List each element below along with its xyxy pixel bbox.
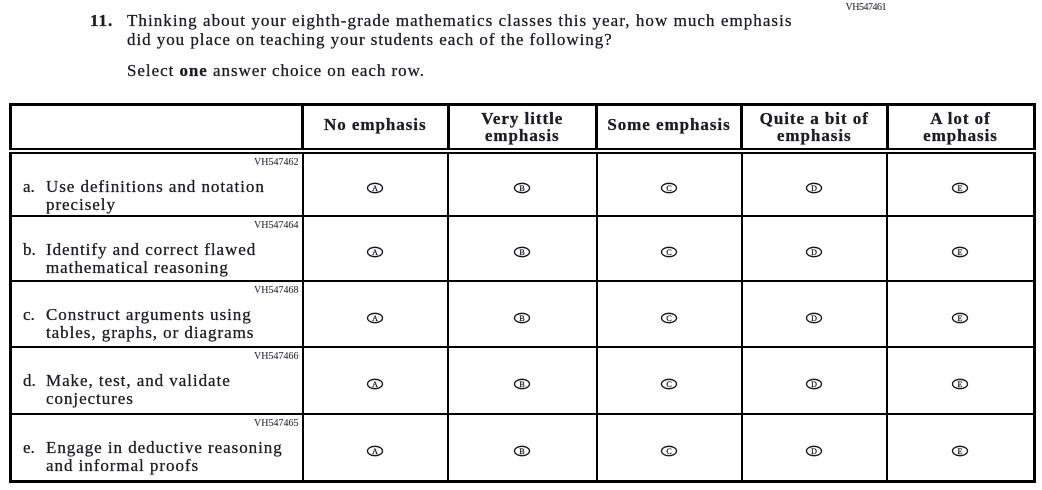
svg-text:A: A xyxy=(372,184,378,193)
svg-text:C: C xyxy=(666,313,671,322)
svg-text:C: C xyxy=(666,248,671,257)
svg-text:D: D xyxy=(811,380,817,389)
svg-text:A: A xyxy=(372,380,378,389)
svg-text:D: D xyxy=(811,184,817,193)
svg-text:B: B xyxy=(520,447,525,456)
svg-text:E: E xyxy=(958,447,963,456)
svg-text:A: A xyxy=(372,447,378,456)
svg-text:E: E xyxy=(958,248,963,257)
svg-text:C: C xyxy=(666,184,671,193)
svg-text:D: D xyxy=(811,313,817,322)
svg-text:C: C xyxy=(666,380,671,389)
svg-text:A: A xyxy=(372,248,378,257)
svg-text:E: E xyxy=(958,380,963,389)
svg-text:D: D xyxy=(811,447,817,456)
svg-text:B: B xyxy=(520,248,525,257)
svg-text:E: E xyxy=(958,313,963,322)
svg-text:B: B xyxy=(520,184,525,193)
svg-text:C: C xyxy=(666,447,671,456)
svg-text:B: B xyxy=(520,313,525,322)
svg-text:B: B xyxy=(520,380,525,389)
svg-text:D: D xyxy=(811,248,817,257)
svg-text:A: A xyxy=(372,313,378,322)
svg-text:E: E xyxy=(958,184,963,193)
